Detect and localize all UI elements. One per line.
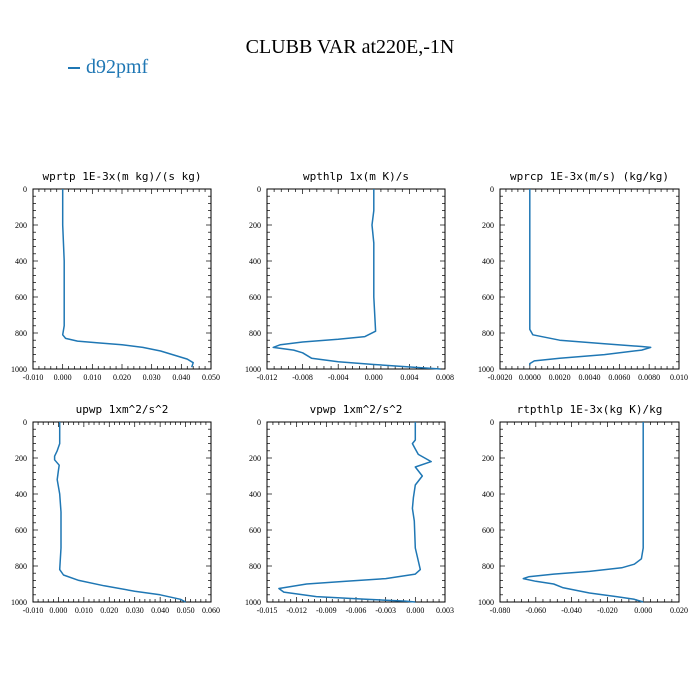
- x-tick-label: 0.000: [365, 373, 383, 382]
- y-tick-label: 800: [15, 329, 27, 338]
- y-tick-label: 800: [482, 562, 494, 571]
- y-tick-label: 800: [15, 562, 27, 571]
- x-tick-label: -0.004: [328, 373, 349, 382]
- x-tick-label: 0.050: [202, 373, 220, 382]
- x-tick-label: 0.010: [83, 373, 101, 382]
- y-tick-label: 400: [249, 257, 261, 266]
- panel-title: wpthlp 1x(m K)/s: [303, 170, 409, 183]
- x-tick-label: 0.000: [634, 606, 652, 615]
- y-tick-label: 600: [15, 293, 27, 302]
- y-tick-label: 200: [482, 454, 494, 463]
- y-tick-label: 800: [482, 329, 494, 338]
- y-tick-label: 400: [15, 490, 27, 499]
- x-tick-label: 0.020: [113, 373, 131, 382]
- y-tick-label: 1000: [245, 598, 261, 607]
- panel-frame: [266, 188, 446, 370]
- y-tick-label: 200: [249, 454, 261, 463]
- x-tick-label: -0.009: [316, 606, 337, 615]
- x-tick-label: -0.080: [490, 606, 511, 615]
- y-tick-label: 200: [249, 221, 261, 230]
- panel-title: wprcp 1E-3x(m/s) (kg/kg): [510, 170, 669, 183]
- y-tick-label: 800: [249, 562, 261, 571]
- y-tick-label: 200: [15, 454, 27, 463]
- series-line: [61, 189, 194, 368]
- x-tick-label: 0.000: [54, 373, 72, 382]
- panel-frame: [32, 188, 212, 370]
- x-tick-label: 0.040: [172, 373, 190, 382]
- y-tick-label: 1000: [11, 598, 27, 607]
- legend-swatch: [68, 67, 80, 70]
- x-tick-label: 0.0060: [608, 373, 630, 382]
- x-tick-label: 0.008: [436, 373, 454, 382]
- x-tick-label: -0.010: [23, 606, 44, 615]
- y-tick-label: 1000: [11, 365, 27, 374]
- x-tick-label: 0.010: [670, 373, 688, 382]
- x-tick-label: 0.060: [202, 606, 220, 615]
- y-tick-label: 0: [257, 185, 261, 194]
- x-tick-label: -0.003: [375, 606, 396, 615]
- x-tick-label: 0.020: [100, 606, 118, 615]
- y-tick-label: 1000: [478, 598, 494, 607]
- x-tick-label: -0.040: [561, 606, 582, 615]
- series-line: [53, 422, 186, 603]
- x-tick-label: 0.003: [436, 606, 454, 615]
- y-tick-label: 1000: [478, 365, 494, 374]
- y-tick-label: 200: [482, 221, 494, 230]
- y-tick-label: 0: [490, 185, 494, 194]
- y-tick-label: 400: [482, 257, 494, 266]
- panel-title: vpwp 1xm^2/s^2: [310, 403, 403, 416]
- x-tick-label: -0.012: [286, 606, 307, 615]
- x-tick-label: 0.000: [406, 606, 424, 615]
- panel-title: upwp 1xm^2/s^2: [76, 403, 169, 416]
- y-tick-label: 400: [482, 490, 494, 499]
- y-tick-label: 0: [257, 418, 261, 427]
- series-line: [529, 189, 652, 366]
- x-tick-label: -0.012: [257, 373, 278, 382]
- x-tick-label: -0.008: [292, 373, 313, 382]
- y-tick-label: 600: [249, 526, 261, 535]
- y-tick-label: 600: [482, 526, 494, 535]
- x-tick-label: -0.0020: [488, 373, 513, 382]
- panel-title: wprtp 1E-3x(m kg)/(s kg): [43, 170, 202, 183]
- panel-frame: [32, 421, 212, 603]
- y-tick-label: 600: [482, 293, 494, 302]
- y-tick-label: 600: [15, 526, 27, 535]
- x-tick-label: 0.030: [126, 606, 144, 615]
- x-tick-label: -0.010: [23, 373, 44, 382]
- panel-frame: [499, 421, 680, 603]
- x-tick-label: -0.020: [597, 606, 618, 615]
- y-tick-label: 0: [23, 418, 27, 427]
- y-tick-label: 200: [15, 221, 27, 230]
- x-tick-label: 0.0080: [638, 373, 660, 382]
- series-line: [272, 189, 441, 370]
- x-tick-label: 0.020: [670, 606, 688, 615]
- panel-frame: [266, 421, 446, 603]
- panel-title: rtpthlp 1E-3x(kg K)/kg: [517, 403, 663, 416]
- legend-label: d92pmf: [86, 56, 149, 78]
- x-tick-label: 0.010: [75, 606, 93, 615]
- x-tick-label: 0.040: [151, 606, 169, 615]
- series-line: [278, 422, 432, 603]
- x-tick-label: -0.015: [257, 606, 278, 615]
- y-tick-label: 400: [249, 490, 261, 499]
- y-tick-label: 0: [23, 185, 27, 194]
- x-tick-label: 0.004: [400, 373, 418, 382]
- y-tick-label: 400: [15, 257, 27, 266]
- legend: d92pmf: [68, 56, 148, 79]
- series-line: [522, 422, 644, 603]
- y-tick-label: 600: [249, 293, 261, 302]
- x-tick-label: 0.0000: [519, 373, 541, 382]
- y-tick-label: 0: [490, 418, 494, 427]
- x-tick-label: 0.030: [143, 373, 161, 382]
- x-tick-label: 0.0040: [579, 373, 601, 382]
- x-tick-label: 0.0020: [549, 373, 571, 382]
- x-tick-label: -0.060: [525, 606, 546, 615]
- y-tick-label: 1000: [245, 365, 261, 374]
- y-tick-label: 800: [249, 329, 261, 338]
- chart-title: CLUBB VAR at220E,-1N: [245, 36, 455, 58]
- x-tick-label: 0.000: [49, 606, 67, 615]
- x-tick-label: 0.050: [177, 606, 195, 615]
- x-tick-label: -0.006: [346, 606, 367, 615]
